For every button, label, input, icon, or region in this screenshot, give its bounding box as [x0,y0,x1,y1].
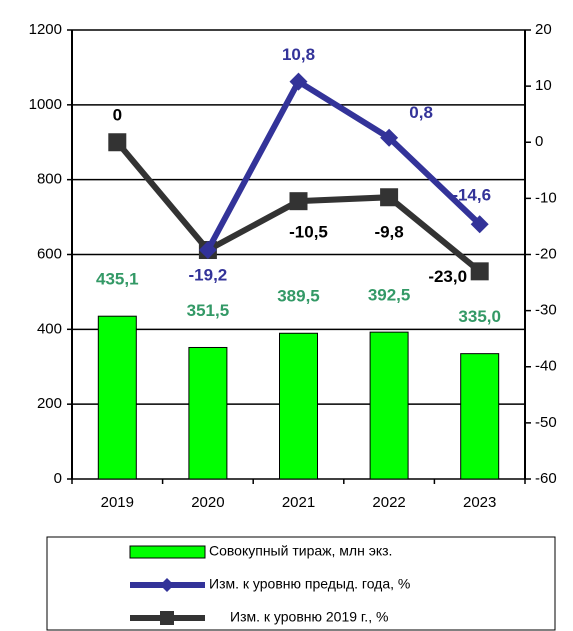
legend-swatch [129,545,206,559]
legend-label: Изм. к уровню 2019 г., % [230,609,388,625]
data-label: -23,0 [428,267,467,286]
line [205,78,482,252]
data-label: -9,8 [374,223,403,242]
x-tick-label: 2021 [282,494,315,511]
marker [380,188,399,207]
y2-tick-label: 10 [535,77,552,94]
data-label: 0 [113,106,122,125]
y2-tick-label: 20 [535,21,552,38]
data-label: 335,0 [458,307,501,326]
bar [279,332,318,480]
y2-tick-label: -50 [535,414,557,431]
data-label: 351,5 [187,301,230,320]
bar [97,315,137,480]
data-label: 0,8 [409,103,433,122]
marker [289,192,308,211]
bar [460,353,500,480]
data-label: 392,5 [368,286,411,305]
y2-tick-label: -20 [535,245,557,262]
data-label: -19,2 [189,265,228,284]
data-label: -14,6 [452,186,491,205]
bar [188,346,228,480]
marker [289,72,308,91]
marker [198,241,217,260]
bar [369,331,409,480]
y-tick-label: 800 [37,171,62,188]
y2-tick-label: 0 [535,133,543,150]
legend-marker [160,611,174,625]
legend-label: Изм. к уровню предыд. года, % [209,576,410,592]
x-tick-label: 2019 [101,494,134,511]
y-tick-label: 1000 [29,96,62,113]
marker [470,262,489,281]
y2-tick-label: -40 [535,358,557,375]
x-tick-label: 2023 [463,494,496,511]
y-tick-label: 1200 [29,21,62,38]
y-tick-label: 400 [37,320,62,337]
y2-tick-label: -30 [535,302,557,319]
data-label: 389,5 [277,287,320,306]
data-label: -10,5 [289,223,328,242]
data-label: 10,8 [282,45,315,64]
data-label: 435,1 [96,270,139,289]
y-tick-label: 600 [37,245,62,262]
legend-label: Совокупный тираж, млн экз. [209,543,392,559]
y2-tick-label: -60 [535,470,557,487]
legend-marker [160,578,174,592]
y-tick-label: 0 [54,470,62,487]
y-tick-label: 200 [37,395,62,412]
marker [470,215,489,234]
y2-tick-label: -10 [535,189,557,206]
marker [380,128,399,147]
x-tick-label: 2020 [191,494,224,511]
marker [108,133,127,152]
x-tick-label: 2022 [372,494,405,511]
